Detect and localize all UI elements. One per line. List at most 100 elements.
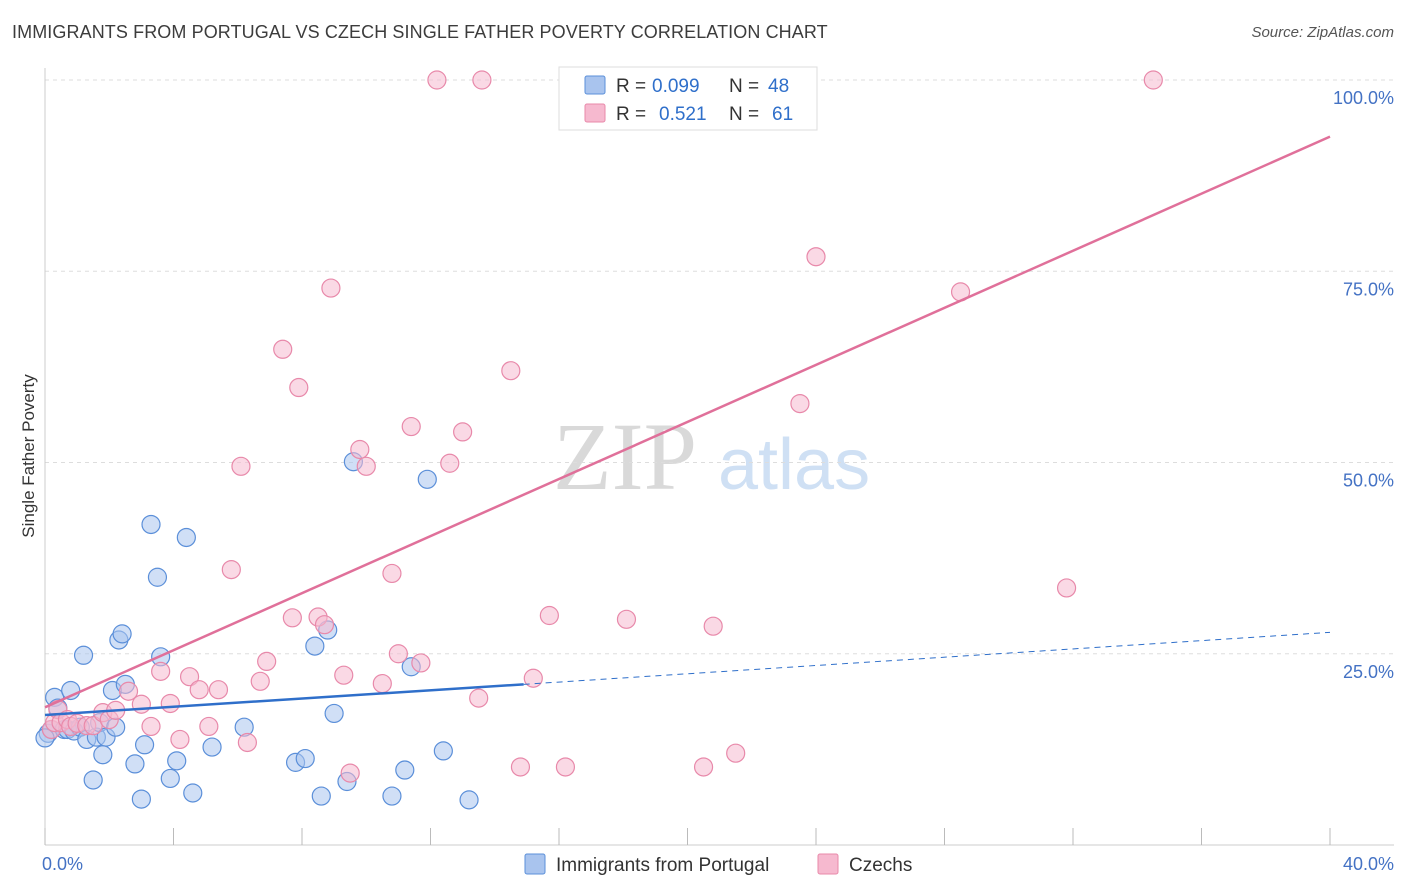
czechs-point-24 bbox=[237, 732, 257, 753]
czechs-point-52 bbox=[616, 609, 637, 629]
portugal-point-19 bbox=[112, 624, 132, 644]
series-legend-label-portugal: Immigrants from Portugal bbox=[556, 855, 769, 876]
czechs-point-13 bbox=[131, 694, 151, 714]
legend-n-value-1: 48 bbox=[768, 76, 789, 97]
chart-title: IMMIGRANTS FROM PORTUGAL VS CZECH SINGLE… bbox=[12, 22, 828, 42]
watermark-atlas: atlas bbox=[718, 425, 870, 505]
portugal-point-45 bbox=[433, 741, 453, 761]
czechs-point-56 bbox=[806, 247, 826, 267]
czechs-point-46 bbox=[472, 70, 492, 90]
portugal-point-23 bbox=[134, 735, 155, 755]
portugal-point-28 bbox=[167, 751, 187, 771]
czechs-point-37 bbox=[372, 673, 392, 694]
portugal-point-36 bbox=[311, 786, 331, 806]
czechs-point-53 bbox=[693, 757, 714, 777]
portugal-point-27 bbox=[160, 768, 180, 789]
legend-n-value-2: 61 bbox=[772, 104, 793, 125]
portugal-point-29 bbox=[176, 527, 196, 548]
portugal-point-30 bbox=[183, 783, 203, 803]
series-legend-swatch-czechs bbox=[817, 853, 839, 875]
portugal-point-38 bbox=[324, 703, 344, 724]
legend-n-label-1: N = bbox=[729, 76, 759, 97]
czechs-point-28 bbox=[282, 608, 302, 628]
czechs-point-43 bbox=[440, 453, 460, 473]
axes bbox=[44, 68, 1394, 846]
y-tick-label-1: 50.0% bbox=[1343, 471, 1394, 491]
czechs-point-34 bbox=[340, 763, 360, 783]
trend-line-portugal-extension bbox=[523, 631, 1331, 685]
czechs-point-55 bbox=[726, 743, 746, 763]
x-tick-labels: 0.0% 40.0% bbox=[42, 854, 1394, 874]
legend-swatch-portugal bbox=[584, 75, 606, 95]
trend-lines bbox=[44, 135, 1331, 717]
series-legend-swatch-portugal bbox=[524, 853, 546, 875]
czechs-point-48 bbox=[510, 757, 531, 777]
portugal-point-31 bbox=[202, 737, 222, 757]
legend-r-label-2: R = bbox=[616, 104, 646, 125]
correlation-legend: R = 0.099 N = 48 R = 0.521 N = 61 bbox=[558, 66, 818, 131]
czechs-point-44 bbox=[453, 422, 473, 442]
czechs-point-38 bbox=[382, 563, 402, 584]
czechs-point-59 bbox=[1056, 578, 1077, 598]
series-legend: Immigrants from Portugal Czechs bbox=[524, 853, 912, 876]
watermark-zip: ZIP bbox=[553, 403, 697, 510]
series-legend-label-czechs: Czechs bbox=[849, 855, 912, 876]
czechs-point-19 bbox=[189, 680, 209, 700]
y-axis-label: Single Father Poverty bbox=[19, 374, 38, 538]
czechs-point-27 bbox=[273, 339, 293, 359]
czechs-point-42 bbox=[427, 70, 447, 90]
portugal-point-9 bbox=[73, 645, 94, 665]
gridlines bbox=[45, 79, 1394, 655]
y-tick-labels: 25.0% 50.0% 75.0% 100.0% bbox=[1333, 88, 1394, 682]
czechs-point-49 bbox=[523, 668, 543, 688]
czechs-point-20 bbox=[199, 716, 219, 737]
portugal-point-25 bbox=[147, 567, 168, 587]
y-tick-label-3: 100.0% bbox=[1333, 88, 1394, 108]
czechs-point-50 bbox=[539, 605, 559, 626]
czechs-point-31 bbox=[314, 615, 335, 635]
czechs-point-14 bbox=[141, 716, 161, 737]
czechs-point-57 bbox=[790, 393, 810, 414]
portugal-point-34 bbox=[295, 748, 315, 769]
czechs-point-18 bbox=[179, 667, 200, 687]
portugal-point-24 bbox=[141, 514, 161, 535]
portugal-point-11 bbox=[83, 770, 103, 790]
trend-line-czechs bbox=[44, 135, 1331, 709]
czechs-point-40 bbox=[401, 416, 421, 437]
czechs-point-47 bbox=[501, 361, 521, 381]
czechs-point-45 bbox=[469, 688, 489, 708]
x-tick-label-0: 0.0% bbox=[42, 854, 83, 874]
czechs-point-25 bbox=[250, 671, 270, 691]
portugal-point-35 bbox=[305, 636, 325, 656]
czechs-point-54 bbox=[703, 616, 723, 636]
watermark: ZIP atlas bbox=[553, 403, 870, 510]
czechs-point-26 bbox=[257, 651, 277, 672]
legend-r-value-1: 0.099 bbox=[652, 76, 700, 97]
portugal-point-14 bbox=[93, 745, 113, 765]
legend-r-value-2: 0.521 bbox=[659, 104, 707, 125]
legend-n-label-2: N = bbox=[729, 104, 759, 125]
portugal-point-22 bbox=[131, 789, 151, 809]
portugal-point-46 bbox=[459, 790, 479, 810]
trend-line-portugal bbox=[44, 683, 524, 717]
legend-r-label-1: R = bbox=[616, 76, 646, 97]
legend-swatch-czechs bbox=[584, 103, 606, 123]
y-tick-label-2: 75.0% bbox=[1343, 279, 1394, 299]
portugal-point-42 bbox=[395, 760, 415, 780]
czechs-point-21 bbox=[208, 680, 229, 700]
czechs-point-29 bbox=[289, 377, 309, 398]
portugal-point-44 bbox=[417, 469, 437, 489]
czechs-point-15 bbox=[151, 661, 171, 681]
czechs-point-60 bbox=[1143, 70, 1163, 90]
czechs-point-17 bbox=[170, 729, 190, 750]
x-tick-label-1: 40.0% bbox=[1343, 854, 1394, 874]
czechs-point-33 bbox=[334, 665, 354, 685]
czechs-point-35 bbox=[350, 439, 370, 460]
portugal-point-21 bbox=[125, 754, 145, 774]
czechs-point-23 bbox=[231, 456, 251, 476]
czechs-point-41 bbox=[411, 653, 431, 673]
czechs-point-32 bbox=[321, 278, 341, 298]
y-tick-label-0: 25.0% bbox=[1343, 662, 1394, 682]
portugal-point-41 bbox=[382, 786, 402, 806]
